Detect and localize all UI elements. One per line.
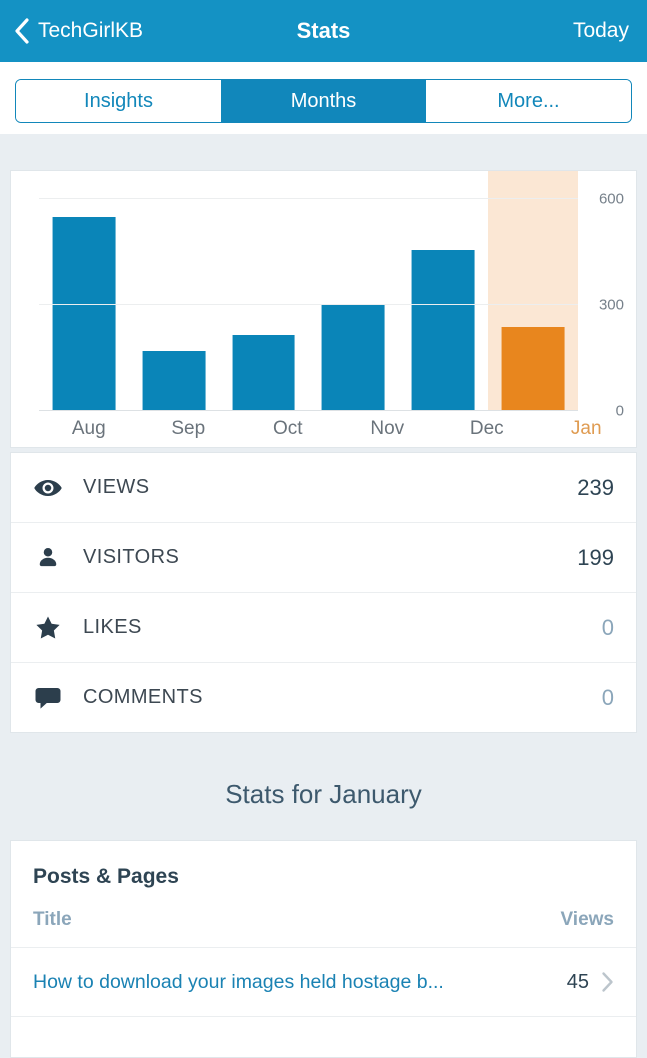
navigation-bar: TechGirlKB Stats Today: [0, 0, 647, 62]
gridline-0: [39, 410, 578, 411]
bar-nov[interactable]: [321, 305, 385, 411]
x-axis-labels: Aug Sep Oct Nov Dec Jan: [11, 411, 636, 447]
today-button[interactable]: Today: [572, 19, 629, 42]
posts-pages-card: Posts & Pages Title Views How to downloa…: [10, 840, 637, 1058]
gridline-600: [39, 198, 578, 200]
post-row[interactable]: How to download your images held hostage…: [33, 948, 614, 1016]
summary-label: LIKES: [83, 616, 142, 638]
summary-row-visitors: VISITORS 199: [11, 522, 636, 592]
column-header-title: Title: [33, 909, 72, 930]
chevron-left-icon: [13, 18, 31, 44]
section-title: Stats for January: [225, 779, 422, 809]
gridline-300: [39, 304, 578, 306]
back-button-label: TechGirlKB: [38, 19, 144, 42]
star-icon: [33, 613, 63, 643]
x-tick-nov: Nov: [370, 418, 405, 439]
x-tick-oct: Oct: [272, 418, 303, 439]
bar-oct[interactable]: [232, 335, 295, 411]
divider: [11, 1016, 636, 1017]
back-button[interactable]: TechGirlKB: [0, 18, 143, 44]
person-icon: [33, 543, 63, 573]
post-views-count: 45: [566, 970, 589, 993]
chart-column-dec: [398, 171, 488, 411]
y-tick-300: 300: [598, 296, 624, 314]
summary-value: 0: [601, 614, 614, 640]
chart-column-nov: [308, 171, 398, 411]
summary-value: 239: [577, 474, 614, 500]
summary-value: 0: [601, 684, 614, 710]
y-tick-0: 0: [615, 402, 624, 420]
tab-months[interactable]: Months: [221, 80, 426, 122]
tab-more[interactable]: More...: [426, 80, 631, 122]
y-tick-600: 600: [598, 190, 624, 208]
stats-summary-card: VIEWS 239 VISITORS 199 LIKES 0 COMMENTS 0: [10, 452, 637, 733]
chart-plot-area: [11, 171, 578, 411]
chart-column-oct: [219, 171, 309, 411]
bar-aug[interactable]: [52, 216, 116, 411]
chart-column-aug: [39, 171, 129, 411]
divider: [11, 947, 636, 948]
eye-icon: [33, 473, 63, 503]
summary-label: COMMENTS: [83, 686, 203, 708]
chart-column-sep: [129, 171, 219, 411]
period-segmented-control: Insights Months More...: [15, 79, 632, 123]
summary-label: VISITORS: [83, 546, 180, 568]
summary-row-comments: COMMENTS 0: [11, 662, 636, 732]
summary-row-likes: LIKES 0: [11, 592, 636, 662]
x-tick-jan: Jan: [570, 418, 602, 439]
x-tick-sep: Sep: [171, 418, 206, 439]
post-title-link[interactable]: How to download your images held hostage…: [33, 970, 444, 993]
page-title: Stats: [296, 18, 351, 43]
comment-icon: [33, 683, 63, 713]
tab-bar-container: Insights Months More...: [0, 62, 647, 134]
tab-insights[interactable]: Insights: [16, 80, 221, 122]
bar-sep[interactable]: [142, 351, 206, 411]
summary-row-views: VIEWS 239: [11, 453, 636, 522]
y-axis-labels: 0 300 600: [578, 171, 636, 420]
chart-column-jan: [488, 171, 578, 411]
summary-value: 199: [577, 544, 614, 570]
summary-label: VIEWS: [83, 476, 150, 498]
x-tick-aug: Aug: [71, 418, 106, 439]
x-tick-dec: Dec: [469, 418, 504, 439]
bar-dec[interactable]: [411, 250, 475, 411]
posts-pages-title: Posts & Pages: [33, 865, 179, 888]
column-header-views: Views: [560, 909, 614, 930]
posts-table-header: Title Views: [33, 909, 614, 947]
bar-chart-card: 0 300 600 Aug Sep Oct Nov Dec Jan: [10, 170, 637, 448]
chevron-right-icon[interactable]: [601, 971, 614, 993]
bar-jan[interactable]: [501, 326, 565, 411]
